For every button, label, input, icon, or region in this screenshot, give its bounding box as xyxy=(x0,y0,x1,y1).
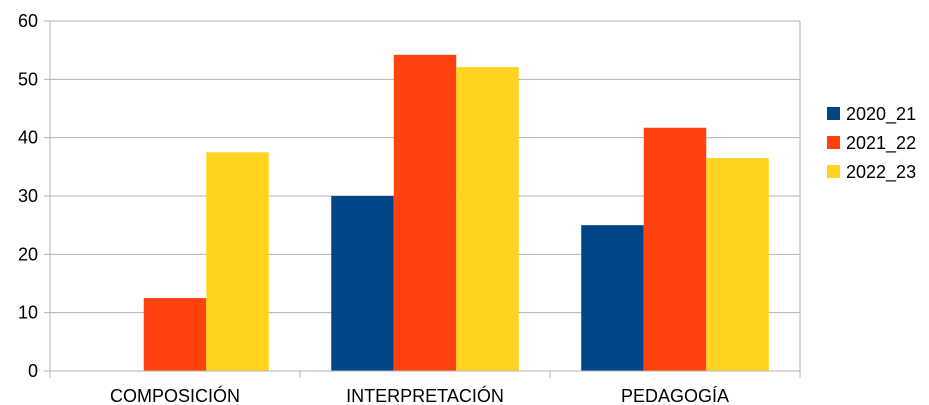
x-category-label: PEDAGOGÍA xyxy=(621,386,729,405)
y-tick-label: 60 xyxy=(18,11,38,31)
legend-label: 2020_21 xyxy=(846,104,916,125)
bar-2021_22-0 xyxy=(143,298,207,371)
legend: 2020_21 2021_22 2022_23 xyxy=(827,104,916,183)
y-tick-label: 50 xyxy=(18,69,38,89)
y-tick-label: 10 xyxy=(18,303,38,323)
bars xyxy=(143,54,769,371)
y-tick-label: 20 xyxy=(18,244,38,264)
y-tick-label: 40 xyxy=(18,128,38,148)
bar-2020_21-2 xyxy=(581,225,644,371)
y-tick-label: 30 xyxy=(18,186,38,206)
legend-label: 2022_23 xyxy=(846,162,916,183)
x-axis-labels: COMPOSICIÓN INTERPRETACIÓN PEDAGOGÍA xyxy=(110,385,729,405)
legend-swatch-2022_23 xyxy=(827,165,840,178)
y-axis-ticks: 0 10 20 30 40 50 60 xyxy=(18,11,50,381)
bar-2021_22-2 xyxy=(643,127,707,371)
bar-2022_23-2 xyxy=(706,158,769,371)
bar-2022_23-0 xyxy=(206,152,269,371)
legend-label: 2021_22 xyxy=(846,133,916,154)
bar-2022_23-1 xyxy=(456,67,519,371)
x-category-label: INTERPRETACIÓN xyxy=(346,385,504,405)
y-tick-label: 0 xyxy=(28,361,38,381)
legend-swatch-2020_21 xyxy=(827,107,840,120)
bar-2020_21-1 xyxy=(331,196,394,371)
bar-2021_22-1 xyxy=(393,54,457,371)
x-category-label: COMPOSICIÓN xyxy=(110,385,240,405)
legend-swatch-2021_22 xyxy=(827,136,840,149)
